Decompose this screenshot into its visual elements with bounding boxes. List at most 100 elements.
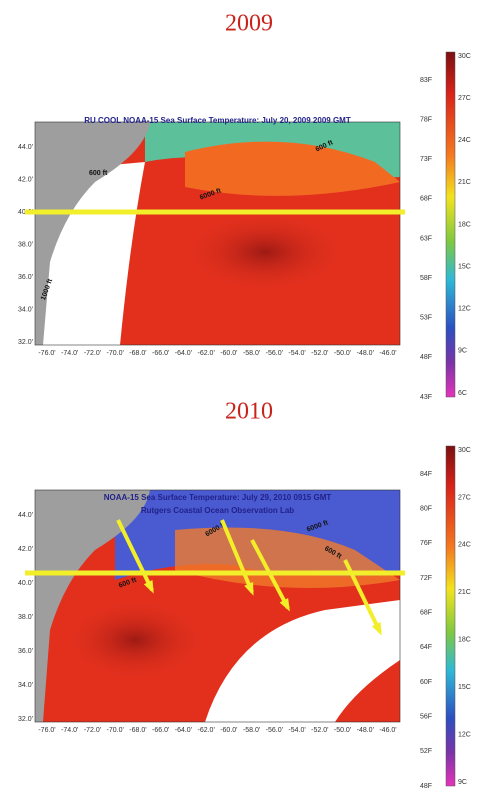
arrow-shaft — [250, 539, 290, 609]
arrow-head — [244, 582, 254, 596]
lat-label: 44.0' — [18, 144, 33, 151]
lon-label: -76.0' — [38, 350, 55, 357]
arrow-shaft — [343, 559, 382, 633]
sst-map — [34, 121, 401, 346]
clouds — [205, 600, 400, 722]
sst-map — [34, 489, 401, 723]
lon-label: -56.0' — [266, 350, 283, 357]
lon-label: -56.0' — [266, 727, 283, 734]
colorbar-f-label: 58F — [420, 275, 432, 282]
colorbar-c-label: 21C — [458, 589, 471, 596]
colorbar-c-label: 15C — [458, 263, 471, 270]
colorbar-f-label: 56F — [420, 714, 432, 721]
colorbar-c-label: 12C — [458, 306, 471, 313]
colorbar-c-label: 30C — [458, 447, 471, 454]
lat-label: 44.0' — [18, 512, 33, 519]
colorbar-f-label: 80F — [420, 506, 432, 513]
map-frame — [34, 489, 401, 723]
map-title: RU COOL NOAA-15 Sea Surface Temperature:… — [84, 116, 351, 125]
lon-label: -52.0' — [311, 727, 328, 734]
colorbar-c-label: 21C — [458, 179, 471, 186]
colorbar-f-label: 52F — [420, 748, 432, 755]
colorbar-f-label: 83F — [420, 77, 432, 84]
lon-label: -62.0' — [197, 350, 214, 357]
lon-label: -46.0' — [379, 727, 396, 734]
land — [35, 490, 150, 722]
lat-label: 32.0' — [18, 716, 33, 723]
lon-label: -74.0' — [61, 727, 78, 734]
colorbar-f-label: 68F — [420, 610, 432, 617]
lon-label: -48.0' — [357, 727, 374, 734]
map-title: Rutgers Coastal Ocean Observation Lab — [141, 506, 294, 515]
lon-label: -68.0' — [129, 727, 146, 734]
colorbar-c-label: 6C — [458, 390, 467, 397]
colorbar-c-label: 9C — [458, 779, 467, 786]
colorbar-f-label: 64F — [420, 644, 432, 651]
lon-label: -52.0' — [311, 350, 328, 357]
colorbar-c-label: 30C — [458, 53, 471, 60]
warm-water — [185, 141, 400, 196]
lon-label: -70.0' — [107, 350, 124, 357]
colorbar — [445, 51, 456, 398]
hot-core — [65, 600, 205, 680]
contour-label: 600 ft — [89, 170, 108, 177]
lon-label: -60.0' — [220, 350, 237, 357]
lon-label: -54.0' — [288, 350, 305, 357]
map-frame — [34, 121, 401, 346]
year-heading: 2009 — [225, 11, 273, 37]
lon-label: -58.0' — [243, 727, 260, 734]
lat-label: 36.0' — [18, 274, 33, 281]
hot-core — [185, 212, 345, 292]
lat-label: 42.0' — [18, 176, 33, 183]
lon-label: -62.0' — [197, 727, 214, 734]
colorbar — [445, 445, 456, 787]
colorbar-c-label: 24C — [458, 542, 471, 549]
colorbar-c-label: 27C — [458, 95, 471, 102]
colorbar-c-label: 12C — [458, 731, 471, 738]
lat-label: 38.0' — [18, 241, 33, 248]
lon-label: -74.0' — [61, 350, 78, 357]
lon-label: -58.0' — [243, 350, 260, 357]
colorbar-f-label: 63F — [420, 235, 432, 242]
land — [35, 122, 150, 345]
lon-label: -64.0' — [175, 350, 192, 357]
lon-label: -64.0' — [175, 727, 192, 734]
arrow-shaft — [220, 519, 254, 593]
colorbar-c-label: 9C — [458, 348, 467, 355]
colorbar-f-label: 60F — [420, 679, 432, 686]
colorbar-f-label: 72F — [420, 575, 432, 582]
colorbar-f-label: 53F — [420, 315, 432, 322]
arrow-shaft — [116, 519, 154, 591]
lon-label: -68.0' — [129, 350, 146, 357]
lon-label: -48.0' — [357, 350, 374, 357]
arrow-head — [143, 580, 154, 594]
arrow-head — [279, 598, 290, 612]
lat-label: 34.0' — [18, 306, 33, 313]
colorbar-f-label: 48F — [420, 354, 432, 361]
arrow-head — [371, 622, 382, 636]
lon-label: -50.0' — [334, 727, 351, 734]
colorbar-c-label: 18C — [458, 637, 471, 644]
colorbar-f-label: 76F — [420, 540, 432, 547]
lon-label: -70.0' — [107, 727, 124, 734]
lat-label: 40.0' — [18, 580, 33, 587]
colorbar-c-label: 18C — [458, 221, 471, 228]
lon-label: -54.0' — [288, 727, 305, 734]
lon-label: -46.0' — [379, 350, 396, 357]
colorbar-c-label: 15C — [458, 684, 471, 691]
map-title: NOAA-15 Sea Surface Temperature: July 29… — [104, 493, 332, 502]
lon-label: -66.0' — [152, 727, 169, 734]
lat-label: 36.0' — [18, 648, 33, 655]
lon-label: -72.0' — [84, 727, 101, 734]
lat-label: 42.0' — [18, 546, 33, 553]
lat-label: 38.0' — [18, 614, 33, 621]
lon-label: -76.0' — [38, 727, 55, 734]
colorbar-f-label: 73F — [420, 156, 432, 163]
colorbar-c-label: 24C — [458, 137, 471, 144]
lon-label: -50.0' — [334, 350, 351, 357]
colorbar-f-label: 68F — [420, 196, 432, 203]
lon-label: -66.0' — [152, 350, 169, 357]
lon-label: -60.0' — [220, 727, 237, 734]
lat-label: 34.0' — [18, 682, 33, 689]
colorbar-f-label: 48F — [420, 783, 432, 790]
